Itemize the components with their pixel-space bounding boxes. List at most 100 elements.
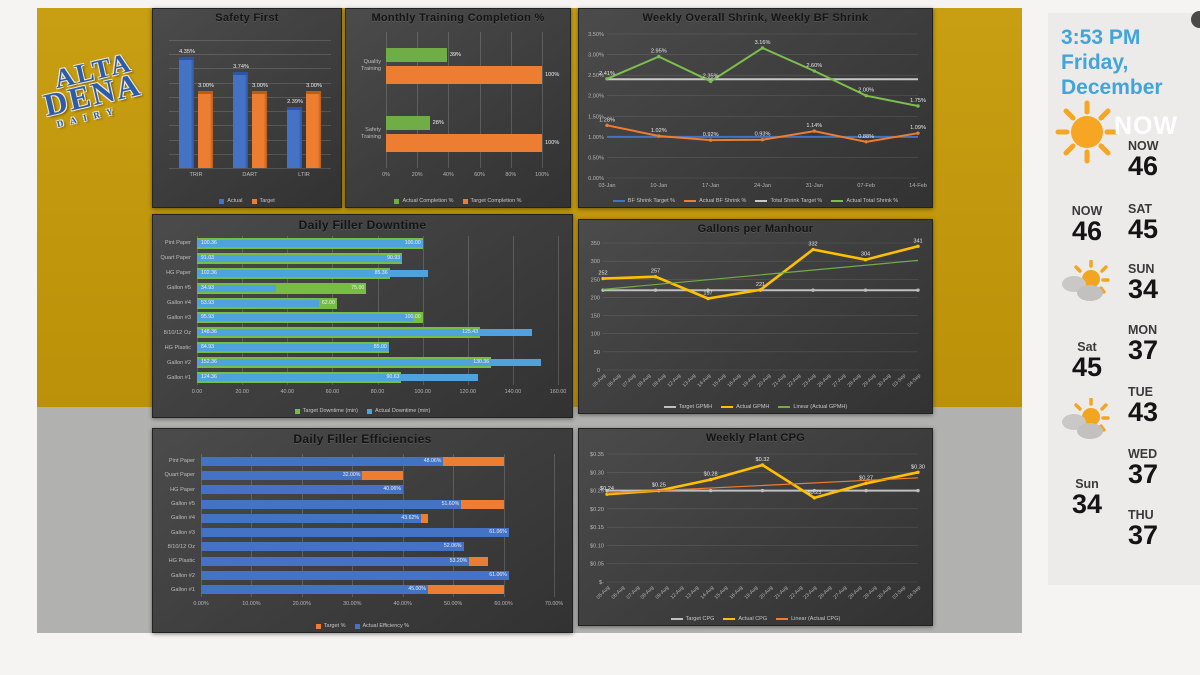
legend-label: Actual BF Shrink %	[699, 198, 747, 204]
data-label: 152.36	[201, 359, 217, 366]
current-temp-now: NOW 46	[1060, 205, 1114, 245]
chart-gallons-per-manhour: 350 300 250 200 150 100 50 0 252 257 197 221 332 304 3…	[581, 237, 930, 411]
gridline	[197, 236, 198, 385]
chart-legend: Actual Target	[155, 198, 339, 204]
bar-actual	[197, 314, 414, 322]
panel-weekly-plant-cpg: Weekly Plant CPG $0.35 $0.30 $0.25 $0.20 $0.…	[578, 428, 933, 626]
data-label: 100%	[545, 140, 560, 146]
data-label: 91.03	[201, 254, 214, 261]
chart-text: 100	[591, 332, 600, 338]
legend-label: Actual Efficiency %	[362, 623, 410, 629]
forecast-temp: 34	[1128, 274, 1159, 304]
legend-item: Total Shrink Target %	[755, 198, 822, 204]
series-marker	[760, 488, 765, 493]
chart-text: $0.27	[859, 475, 873, 481]
panel-filler-efficiencies: Daily Filler Efficiencies 0.00% 10.00% 20.…	[152, 428, 573, 633]
forecast-sun: SUN 34	[1128, 263, 1192, 303]
axis-tick: 60.00	[325, 389, 340, 395]
data-label: 40.06%	[383, 486, 402, 493]
chart-text: 252	[598, 271, 607, 277]
chart-legend: Target GPMH Actual GPMH Linear (Actual GPM…	[581, 404, 930, 410]
data-label: 32.00%	[342, 471, 361, 478]
forecast-temp: 45	[1128, 214, 1159, 244]
chart-legend: Target CPG Actual CPG Linear (Actual CPG)	[581, 616, 930, 622]
gridline	[169, 40, 331, 41]
axis-tick: 80.00	[370, 389, 385, 395]
corner-circle-button[interactable]	[1191, 11, 1200, 28]
category-label: HG Paper	[166, 270, 191, 277]
chart-text: 03-Jan	[598, 183, 615, 189]
chart-text: 200	[591, 295, 600, 301]
bar-actual	[201, 528, 509, 538]
data-label: 39%	[449, 52, 462, 58]
legend-item: Actual Efficiency %	[354, 623, 410, 629]
series-marker	[758, 288, 763, 292]
data-label: 124.36	[201, 374, 217, 381]
legend-label: Linear (Actual CPG)	[791, 616, 841, 622]
chart-title-efficiencies: Daily Filler Efficiencies	[293, 432, 432, 446]
series-marker	[760, 138, 765, 142]
legend-label: BF Shrink Target %	[627, 198, 676, 204]
series-marker	[708, 138, 713, 142]
bar-actual	[201, 499, 462, 509]
chart-text: 350	[591, 241, 600, 247]
bar-target	[362, 470, 403, 480]
data-label: 102.36	[201, 269, 217, 276]
data-label: 90.93	[387, 254, 401, 261]
series-Linear (Actual GPMH)	[602, 259, 919, 290]
forecast-temp: 37	[1128, 335, 1159, 365]
legend-item: BF Shrink Target %	[612, 198, 676, 204]
data-label: 45.00%	[408, 586, 426, 593]
gridline	[169, 153, 331, 155]
data-label: 51.60%	[441, 500, 460, 507]
sun-icon	[1055, 100, 1119, 164]
series-marker	[653, 275, 658, 279]
forecast-day-label: TUE	[1128, 385, 1153, 399]
legend-label: Linear (Actual GPMH)	[793, 404, 848, 410]
category-label: Safety Training	[360, 127, 381, 140]
legend-item: Actual Completion %	[394, 198, 454, 204]
gridline	[377, 236, 379, 385]
bar-actual	[386, 116, 430, 130]
data-label: 100.36	[201, 239, 217, 246]
series-marker	[601, 276, 605, 281]
panel-safety-first: Safety First 4.35% 3.00% TRIR 3.74% 3.00% DAR…	[152, 8, 342, 208]
legend-swatch	[354, 623, 360, 629]
bar-actual	[201, 585, 428, 595]
gridline	[417, 32, 419, 168]
chart-text: 341	[913, 238, 922, 244]
forecast-day-label: SUN	[1128, 262, 1155, 276]
axis-tick: 30.00%	[343, 601, 362, 607]
gridline	[503, 454, 505, 597]
axis-tick: 80%	[505, 172, 517, 178]
chart-text: $0.30	[911, 464, 925, 470]
series-marker	[916, 244, 920, 248]
bar-target	[469, 556, 489, 566]
data-label: 90.63	[386, 374, 400, 381]
bar-actual	[179, 56, 194, 168]
legend-swatch	[251, 198, 257, 204]
chart-text: 50	[594, 350, 600, 356]
gridline	[352, 454, 354, 597]
gridline	[332, 236, 334, 385]
series-marker	[812, 69, 817, 73]
axis-tick: 0.00%	[193, 601, 209, 607]
data-label: 61.06%	[489, 572, 507, 579]
chart-text: 2.95%	[651, 49, 667, 55]
forecast-day-label: THU	[1128, 508, 1154, 522]
series-marker	[657, 54, 661, 59]
forecast-mon: MON 37	[1128, 324, 1192, 364]
gridline	[422, 236, 424, 385]
chart-text: 150	[591, 314, 600, 320]
gridline	[402, 454, 404, 597]
bar-actual	[201, 513, 421, 523]
bar-target	[461, 499, 504, 509]
legend-swatch	[462, 198, 468, 204]
legend-label: Actual GPMH	[736, 404, 770, 410]
series-marker	[760, 46, 765, 50]
chart-text: 300	[591, 259, 600, 265]
category-label: Quart Paper	[160, 255, 191, 262]
forecast-temp: 37	[1128, 520, 1159, 550]
gridline	[287, 236, 289, 385]
chart-text: 10-Jan	[650, 183, 667, 189]
